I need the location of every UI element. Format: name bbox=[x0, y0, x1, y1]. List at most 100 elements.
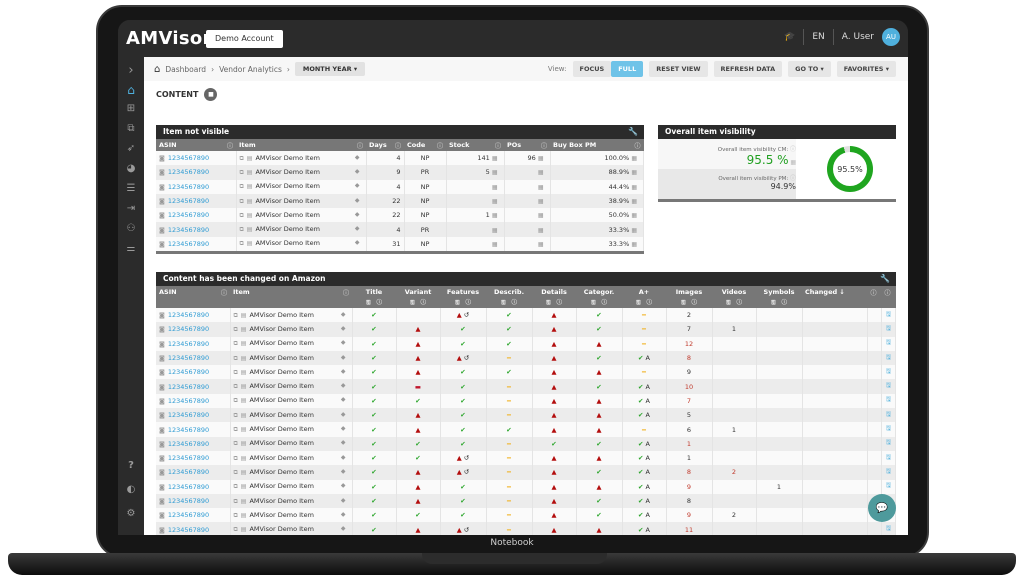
info-icon[interactable]: ⓘ bbox=[342, 289, 349, 297]
info-icon[interactable]: ⓘ bbox=[420, 300, 426, 306]
external-link-icon[interactable]: ⧉ bbox=[233, 340, 238, 348]
col-pos[interactable]: POs bbox=[507, 140, 522, 149]
camera-icon[interactable]: ◙ bbox=[159, 440, 165, 448]
document-icon[interactable]: ▤ bbox=[240, 311, 247, 319]
warning-icon[interactable]: ▲ bbox=[415, 368, 421, 377]
tag-icon[interactable]: ◆ bbox=[340, 382, 346, 390]
camera-icon[interactable]: ◙ bbox=[159, 455, 165, 463]
warning-icon[interactable]: ▲ bbox=[596, 525, 602, 534]
copy-icon[interactable]: ⧉ bbox=[127, 123, 135, 134]
save-icon[interactable]: 🖫 bbox=[885, 466, 892, 475]
camera-icon[interactable]: ◙ bbox=[159, 397, 165, 405]
save-icon[interactable]: 🖫 bbox=[726, 300, 731, 306]
asin-link[interactable]: 1234567890 bbox=[167, 482, 210, 491]
chart-icon[interactable]: ▦ bbox=[631, 226, 637, 234]
document-icon[interactable]: ▤ bbox=[240, 497, 247, 505]
full-view-button[interactable]: FULL bbox=[611, 61, 644, 77]
warning-icon[interactable]: ▲ bbox=[596, 396, 602, 405]
chart-icon[interactable]: ▦ bbox=[537, 198, 544, 206]
save-icon[interactable]: 🖫 bbox=[885, 409, 892, 418]
demo-account-button[interactable]: Demo Account bbox=[206, 30, 283, 48]
warning-icon[interactable]: ▲ bbox=[551, 368, 557, 377]
asin-link[interactable]: 1234567890 bbox=[167, 182, 210, 191]
document-icon[interactable]: ▤ bbox=[240, 526, 247, 534]
list-icon[interactable]: ☰ bbox=[126, 183, 136, 194]
document-icon[interactable]: ▤ bbox=[246, 183, 253, 191]
home-icon[interactable]: ⌂ bbox=[154, 63, 161, 75]
info-icon[interactable]: ⓘ bbox=[691, 300, 697, 306]
chart-icon[interactable]: ▦ bbox=[491, 226, 498, 234]
camera-icon[interactable]: ◙ bbox=[159, 355, 165, 363]
undo-icon[interactable]: ↺ bbox=[463, 354, 470, 363]
chart-icon[interactable]: ▦ bbox=[537, 183, 544, 191]
asin-link[interactable]: 1234567890 bbox=[167, 525, 210, 534]
warning-icon[interactable]: ▲ bbox=[415, 354, 421, 363]
asin-link[interactable]: 1234567890 bbox=[167, 439, 210, 448]
asin-link[interactable]: 1234567890 bbox=[167, 225, 210, 234]
save-icon[interactable]: 🖫 bbox=[885, 309, 892, 318]
favorites-dropdown[interactable]: FAVORITES ▾ bbox=[836, 61, 896, 77]
export-icon[interactable]: ⇥ bbox=[126, 203, 136, 214]
warning-icon[interactable]: ▲ bbox=[551, 396, 557, 405]
document-icon[interactable]: ▤ bbox=[240, 411, 247, 419]
users-icon[interactable]: ⚇ bbox=[126, 223, 136, 234]
info-icon[interactable]: ⓘ bbox=[884, 289, 891, 297]
undo-icon[interactable]: ↺ bbox=[463, 311, 470, 320]
home-icon[interactable]: ⌂ bbox=[127, 83, 135, 97]
warning-icon[interactable]: ▲ bbox=[456, 311, 462, 320]
col-symbols[interactable]: Symbols bbox=[756, 286, 802, 298]
chart-icon[interactable]: ▦ bbox=[491, 198, 498, 206]
warning-icon[interactable]: ▲ bbox=[415, 482, 421, 491]
document-icon[interactable]: ▤ bbox=[246, 226, 253, 234]
external-link-icon[interactable]: ⧉ bbox=[239, 211, 244, 219]
chart-icon[interactable]: ▦ bbox=[537, 155, 544, 163]
asin-link[interactable]: 1234567890 bbox=[167, 454, 210, 463]
camera-icon[interactable]: ◙ bbox=[159, 369, 165, 377]
warning-icon[interactable]: ▲ bbox=[551, 382, 557, 391]
chart-icon[interactable]: ▦ bbox=[491, 155, 498, 163]
tag-icon[interactable]: ◆ bbox=[340, 310, 346, 318]
warning-icon[interactable]: ▲ bbox=[551, 482, 557, 491]
warning-icon[interactable]: ▲ bbox=[596, 339, 602, 348]
chart-icon[interactable]: ▦ bbox=[491, 212, 498, 220]
warning-icon[interactable]: ▲ bbox=[415, 525, 421, 534]
camera-icon[interactable]: ◙ bbox=[159, 426, 165, 434]
col-videos[interactable]: Videos bbox=[712, 286, 756, 298]
tag-icon[interactable]: ◆ bbox=[340, 353, 346, 361]
col-item[interactable]: Item bbox=[239, 140, 256, 149]
info-icon[interactable]: ⓘ bbox=[436, 142, 443, 150]
external-link-icon[interactable]: ⧉ bbox=[233, 411, 238, 419]
warning-icon[interactable]: ▲ bbox=[415, 339, 421, 348]
info-icon[interactable]: ⓘ bbox=[646, 300, 652, 306]
tag-icon[interactable]: ◆ bbox=[354, 225, 360, 233]
chart-icon[interactable]: ▦ bbox=[537, 212, 544, 220]
external-link-icon[interactable]: ⧉ bbox=[233, 440, 238, 448]
asin-link[interactable]: 1234567890 bbox=[167, 425, 210, 434]
external-link-icon[interactable]: ⧉ bbox=[239, 197, 244, 205]
info-icon[interactable]: ⓘ bbox=[870, 289, 877, 297]
chart-icon[interactable]: ▦ bbox=[537, 226, 544, 234]
graduation-cap-icon[interactable]: 🎓 bbox=[784, 32, 796, 42]
period-select[interactable]: MONTH YEAR ▾ bbox=[294, 62, 366, 76]
tag-icon[interactable]: ◆ bbox=[340, 339, 346, 347]
warning-icon[interactable]: ▲ bbox=[456, 468, 462, 477]
warning-icon[interactable]: ▲ bbox=[415, 468, 421, 477]
tag-icon[interactable]: ◆ bbox=[340, 453, 346, 461]
chart-icon[interactable]: ▦ bbox=[631, 198, 637, 206]
tag-icon[interactable]: ◆ bbox=[340, 396, 346, 404]
undo-icon[interactable]: ↺ bbox=[463, 468, 470, 477]
camera-icon[interactable]: ◙ bbox=[159, 498, 165, 505]
document-icon[interactable]: ▤ bbox=[240, 397, 247, 405]
save-icon[interactable]: 🖫 bbox=[885, 395, 892, 404]
info-icon[interactable]: ⓘ bbox=[226, 142, 233, 150]
camera-icon[interactable]: ◙ bbox=[159, 326, 165, 334]
document-icon[interactable]: ▤ bbox=[246, 240, 253, 248]
asin-link[interactable]: 1234567890 bbox=[167, 468, 210, 477]
document-icon[interactable]: ▤ bbox=[240, 454, 247, 462]
col-code[interactable]: Code bbox=[407, 140, 426, 149]
tag-icon[interactable]: ◆ bbox=[340, 510, 346, 518]
save-icon[interactable]: 🖫 bbox=[681, 300, 686, 306]
camera-icon[interactable]: ◙ bbox=[159, 155, 165, 163]
external-link-icon[interactable]: ⧉ bbox=[233, 454, 238, 462]
col-asin[interactable]: ASIN bbox=[159, 287, 177, 296]
